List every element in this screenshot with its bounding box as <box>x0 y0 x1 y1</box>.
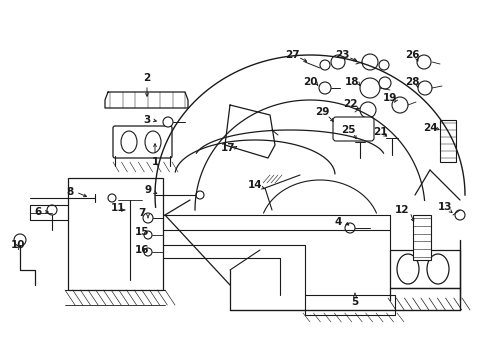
Circle shape <box>143 248 152 256</box>
Text: 2: 2 <box>143 73 150 83</box>
Bar <box>412 215 430 260</box>
Text: 26: 26 <box>404 50 418 60</box>
Circle shape <box>378 77 390 89</box>
Circle shape <box>143 231 152 239</box>
Text: 27: 27 <box>284 50 299 60</box>
Text: 24: 24 <box>422 123 436 133</box>
Circle shape <box>47 205 57 215</box>
Circle shape <box>359 78 379 98</box>
Circle shape <box>378 60 388 70</box>
Circle shape <box>330 55 345 69</box>
Circle shape <box>454 210 464 220</box>
Bar <box>439 120 455 162</box>
Text: 12: 12 <box>394 205 408 215</box>
Text: 6: 6 <box>34 207 41 217</box>
Text: 13: 13 <box>437 202 451 212</box>
Circle shape <box>319 60 329 70</box>
Text: 5: 5 <box>351 297 358 307</box>
Circle shape <box>361 54 377 70</box>
Text: 16: 16 <box>135 245 149 255</box>
FancyBboxPatch shape <box>332 117 373 141</box>
Circle shape <box>163 117 173 127</box>
Text: 4: 4 <box>334 217 341 227</box>
Text: 7: 7 <box>138 208 145 218</box>
Circle shape <box>359 102 375 118</box>
Text: 18: 18 <box>344 77 359 87</box>
Text: 1: 1 <box>151 157 158 167</box>
Ellipse shape <box>396 254 418 284</box>
Text: 17: 17 <box>220 143 235 153</box>
Circle shape <box>196 191 203 199</box>
Text: 21: 21 <box>372 127 386 137</box>
Text: 22: 22 <box>342 99 357 109</box>
Circle shape <box>345 223 354 233</box>
Bar <box>389 250 459 288</box>
Circle shape <box>391 97 407 113</box>
Bar <box>68 178 163 290</box>
Text: 8: 8 <box>66 187 74 197</box>
Ellipse shape <box>145 131 161 153</box>
Ellipse shape <box>426 254 448 284</box>
Circle shape <box>142 213 153 223</box>
Circle shape <box>416 55 430 69</box>
Text: 3: 3 <box>143 115 150 125</box>
Text: 10: 10 <box>11 240 25 250</box>
Text: 25: 25 <box>340 125 354 135</box>
Text: 23: 23 <box>334 50 348 60</box>
Text: 20: 20 <box>302 77 317 87</box>
Circle shape <box>108 194 116 202</box>
Circle shape <box>318 82 330 94</box>
Ellipse shape <box>121 131 137 153</box>
FancyBboxPatch shape <box>113 126 172 158</box>
Text: 28: 28 <box>404 77 418 87</box>
Text: 19: 19 <box>382 93 396 103</box>
Circle shape <box>417 81 431 95</box>
Circle shape <box>14 234 26 246</box>
Text: 14: 14 <box>247 180 262 190</box>
Text: 11: 11 <box>110 203 125 213</box>
Text: 15: 15 <box>135 227 149 237</box>
Bar <box>305 295 394 315</box>
Text: 9: 9 <box>144 185 151 195</box>
Text: 29: 29 <box>314 107 328 117</box>
